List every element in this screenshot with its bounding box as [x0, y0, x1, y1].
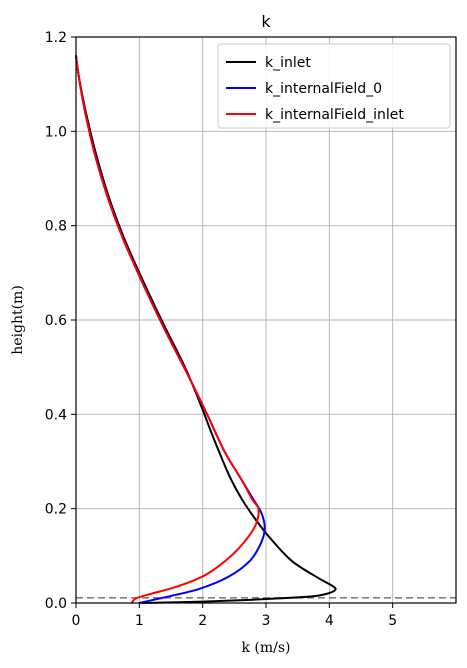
x-tick-label: 5: [388, 613, 397, 629]
y-tick-label: 0.0: [45, 596, 67, 612]
legend: k_inlet k_internalField_0 k_internalField_…: [217, 43, 451, 129]
y-tick-label: 1.2: [45, 30, 67, 46]
series-line-k_internalField_inlet: [75, 54, 260, 604]
y-tick-label: 0.6: [45, 313, 67, 329]
x-tick-label: 1: [135, 613, 144, 629]
y-axis-label: height(m): [10, 285, 26, 355]
x-tick-label: 3: [262, 613, 271, 629]
series-line-k_inlet: [75, 54, 337, 604]
y-tick-label: 1.0: [45, 124, 67, 140]
x-axis: 0 1 2 3 4 5: [72, 603, 397, 629]
x-tick-label: 2: [198, 613, 207, 629]
x-tick-label: 0: [72, 613, 81, 629]
y-tick-label: 0.4: [45, 407, 67, 423]
x-axis-label: k (m/s): [241, 640, 290, 656]
legend-label-k_inlet: k_inlet: [265, 55, 311, 71]
legend-label-k_internalField_0: k_internalField_0: [265, 81, 382, 97]
y-tick-label: 0.2: [45, 502, 67, 518]
legend-label-k_internalField_inlet: k_internalField_inlet: [265, 107, 404, 123]
x-tick-label: 4: [325, 613, 334, 629]
series-line-k_internalField_0: [75, 54, 266, 604]
y-axis: 0.0 0.2 0.4 0.6 0.8 1.0 1.2: [45, 30, 76, 612]
y-tick-label: 0.8: [45, 219, 67, 235]
chart-title: k: [261, 12, 271, 31]
series-group: [75, 54, 456, 604]
legend-box: [217, 43, 451, 129]
